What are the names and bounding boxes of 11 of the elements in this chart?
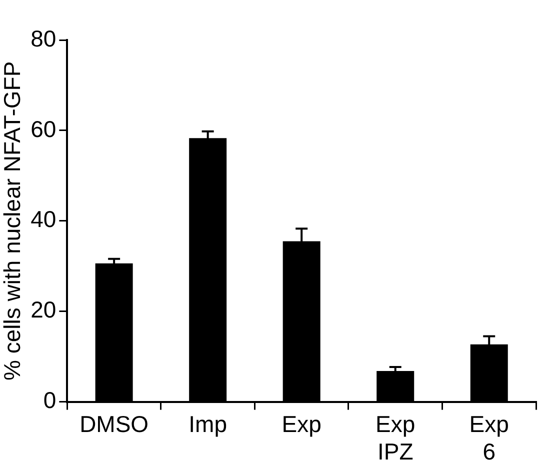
y-tick-label: 0 [43, 387, 56, 414]
x-tick-label: Exp [282, 410, 322, 437]
x-tick-label: Exp 6 [469, 410, 509, 465]
x-tick-label: DMSO [80, 410, 149, 437]
x-tick-label: Exp IPZ [376, 410, 416, 465]
y-tick-label: 60 [30, 116, 56, 142]
y-tick-label: 40 [30, 206, 56, 232]
y-axis-title: % cells with nuclear NFAT-GFP [0, 61, 26, 380]
y-tick-label: 20 [30, 296, 56, 323]
x-tick-label: Imp [188, 410, 227, 437]
y-tick-label: 80 [30, 25, 56, 52]
